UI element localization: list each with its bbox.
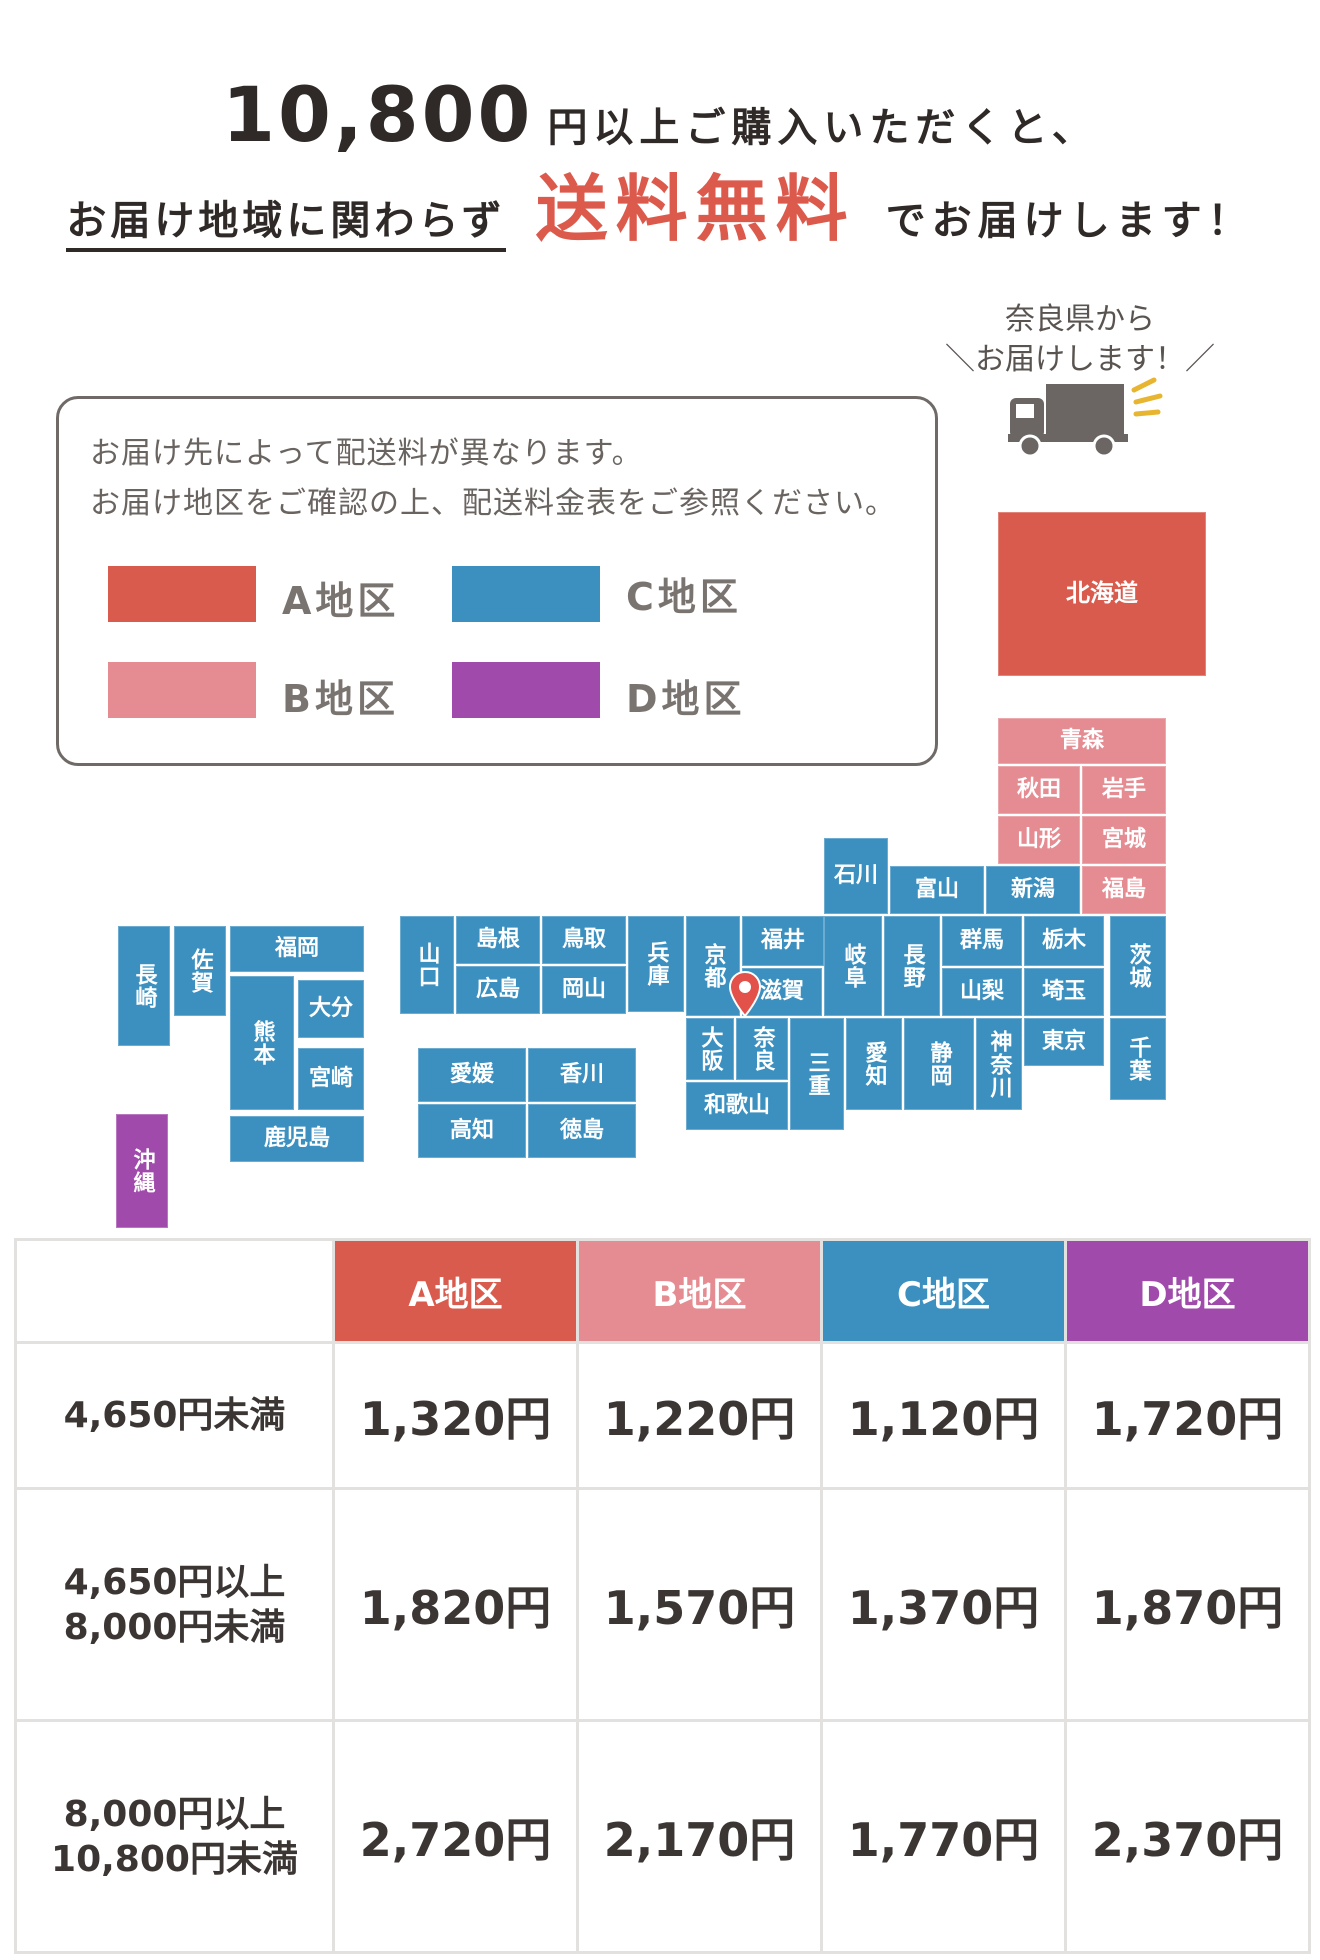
location-pin-icon xyxy=(728,970,762,1018)
table-header-d: D地区 xyxy=(1064,1238,1311,1344)
pref-toyama: 富山 xyxy=(890,866,984,914)
pref-yamaguchi: 山口 xyxy=(400,916,454,1014)
headline-line2: お届け地域に関わらず 送料無料 でお届けします！ xyxy=(0,150,1320,255)
row-label: 8,000円以上 10,800円未満 xyxy=(14,1719,335,1954)
legend-swatch-c xyxy=(452,566,600,622)
pref-aichi: 愛知 xyxy=(846,1018,902,1110)
pref-miyazaki: 宮崎 xyxy=(298,1048,364,1110)
truck-icon xyxy=(1008,377,1163,458)
row-label: 4,650円以上 8,000円未満 xyxy=(14,1487,335,1722)
pref-aomori: 青森 xyxy=(998,718,1166,764)
headline-line1-text: 円以上ご購入いただくと、 xyxy=(547,105,1098,151)
pref-ishikawa: 石川 xyxy=(824,838,888,914)
pref-tokushima: 徳島 xyxy=(528,1104,636,1158)
table-row: 8,000円以上 10,800円未満 2,720円 2,170円 1,770円 … xyxy=(14,1719,1311,1954)
pref-fukui: 福井 xyxy=(742,916,824,966)
pref-saitama: 埼玉 xyxy=(1024,968,1104,1016)
origin-line1: 奈良県から xyxy=(1005,302,1155,337)
headline-tail-text: でお届けします！ xyxy=(885,198,1254,244)
price-cell: 1,370円 xyxy=(820,1487,1067,1722)
pref-tottori: 鳥取 xyxy=(542,916,626,964)
pref-tochigi: 栃木 xyxy=(1024,916,1104,966)
origin-line2: ＼お届けします！／ xyxy=(945,342,1215,377)
pref-nagano: 長野 xyxy=(884,916,940,1016)
free-shipping-text: 送料無料 xyxy=(535,167,856,251)
pref-shimane: 島根 xyxy=(456,916,540,964)
price-cell: 1,820円 xyxy=(332,1487,579,1722)
pref-nagasaki: 長崎 xyxy=(118,926,170,1046)
legend-note-line1: お届け先によって配送料が異なります。 xyxy=(90,436,643,471)
free-shipping-threshold: 10,800 xyxy=(222,70,534,159)
pref-hyogo: 兵庫 xyxy=(628,916,684,1012)
legend-swatch-a xyxy=(108,566,256,622)
pref-fukushima: 福島 xyxy=(1082,866,1166,914)
pref-hokkaido: 北海道 xyxy=(998,512,1206,676)
legend-label-a: A地区 xyxy=(282,579,400,623)
pref-ibaraki: 茨城 xyxy=(1110,916,1166,1016)
pref-kochi: 高知 xyxy=(418,1104,526,1158)
price-cell: 2,720円 xyxy=(332,1719,579,1954)
pref-mie: 三重 xyxy=(790,1018,844,1130)
legend-swatch-b xyxy=(108,662,256,718)
pref-tokyo: 東京 xyxy=(1024,1018,1104,1066)
table-header-b: B地区 xyxy=(576,1238,823,1344)
table-row: 4,650円以上 8,000円未満 1,820円 1,570円 1,370円 1… xyxy=(14,1487,1311,1722)
headline-line1: 10,800 円以上ご購入いただくと、 xyxy=(0,70,1320,159)
price-cell: 1,320円 xyxy=(332,1341,579,1490)
pref-okinawa: 沖縄 xyxy=(116,1114,168,1228)
row-label-line1: 4,650円未満 xyxy=(63,1395,286,1436)
pref-miyagi: 宮城 xyxy=(1082,816,1166,864)
legend-label-d: D地区 xyxy=(626,677,746,721)
pref-akita: 秋田 xyxy=(998,766,1080,814)
table-row: 4,650円未満 1,320円 1,220円 1,120円 1,720円 xyxy=(14,1341,1311,1490)
pref-kyoto: 京都 xyxy=(686,916,740,1016)
legend-label-c: C地区 xyxy=(626,575,742,619)
price-cell: 1,570円 xyxy=(576,1487,823,1722)
row-label-line1: 8,000円以上 xyxy=(63,1793,286,1835)
price-cell: 1,870円 xyxy=(1064,1487,1311,1722)
table-header-a: A地区 xyxy=(332,1238,579,1344)
price-cell: 1,720円 xyxy=(1064,1341,1311,1490)
pref-kumamoto: 熊本 xyxy=(230,976,294,1110)
price-cell: 1,120円 xyxy=(820,1341,1067,1490)
price-cell: 2,170円 xyxy=(576,1719,823,1954)
pref-kanagawa: 神奈川 xyxy=(976,1018,1022,1110)
headline-underlined-text: お届け地域に関わらず xyxy=(66,198,506,252)
pref-osaka: 大阪 xyxy=(686,1018,734,1080)
pref-okayama: 岡山 xyxy=(542,966,626,1014)
price-cell: 1,770円 xyxy=(820,1719,1067,1954)
pref-chiba: 千葉 xyxy=(1110,1018,1166,1100)
pref-iwate: 岩手 xyxy=(1082,766,1166,814)
table-header-row: A地区 B地区 C地区 D地区 xyxy=(14,1238,1311,1344)
pref-gunma: 群馬 xyxy=(942,916,1022,966)
pref-yamagata: 山形 xyxy=(998,816,1080,864)
row-label-line1: 4,650円以上 xyxy=(63,1561,286,1603)
pref-saga: 佐賀 xyxy=(174,926,226,1016)
pref-oita: 大分 xyxy=(298,980,364,1038)
legend-note-line2: お届け地区をご確認の上、配送料金表をご参照ください。 xyxy=(90,486,896,521)
pref-gifu: 岐阜 xyxy=(824,916,882,1016)
pref-kagawa: 香川 xyxy=(528,1048,636,1102)
pref-fukuoka: 福岡 xyxy=(230,926,364,972)
row-label: 4,650円未満 xyxy=(14,1341,335,1490)
price-cell: 1,220円 xyxy=(576,1341,823,1490)
pref-niigata: 新潟 xyxy=(986,866,1080,914)
row-label-line2: 10,800円未満 xyxy=(51,1838,298,1880)
legend-swatch-d xyxy=(452,662,600,718)
pref-ehime: 愛媛 xyxy=(418,1048,526,1102)
pref-nara: 奈良 xyxy=(736,1018,788,1080)
pref-wakayama: 和歌山 xyxy=(686,1082,788,1130)
legend-box xyxy=(56,396,938,766)
legend-label-b: B地区 xyxy=(282,677,399,721)
pref-yamanashi: 山梨 xyxy=(942,968,1022,1016)
table-corner-cell xyxy=(14,1238,335,1344)
pref-hiroshima: 広島 xyxy=(456,966,540,1014)
pref-kagoshima: 鹿児島 xyxy=(230,1116,364,1162)
price-cell: 2,370円 xyxy=(1064,1719,1311,1954)
shipping-rate-table: A地区 B地区 C地区 D地区 4,650円未満 1,320円 1,220円 1… xyxy=(14,1238,1311,1954)
table-header-c: C地区 xyxy=(820,1238,1067,1344)
pref-shizuoka: 静岡 xyxy=(904,1018,974,1110)
row-label-line2: 8,000円未満 xyxy=(63,1606,286,1648)
